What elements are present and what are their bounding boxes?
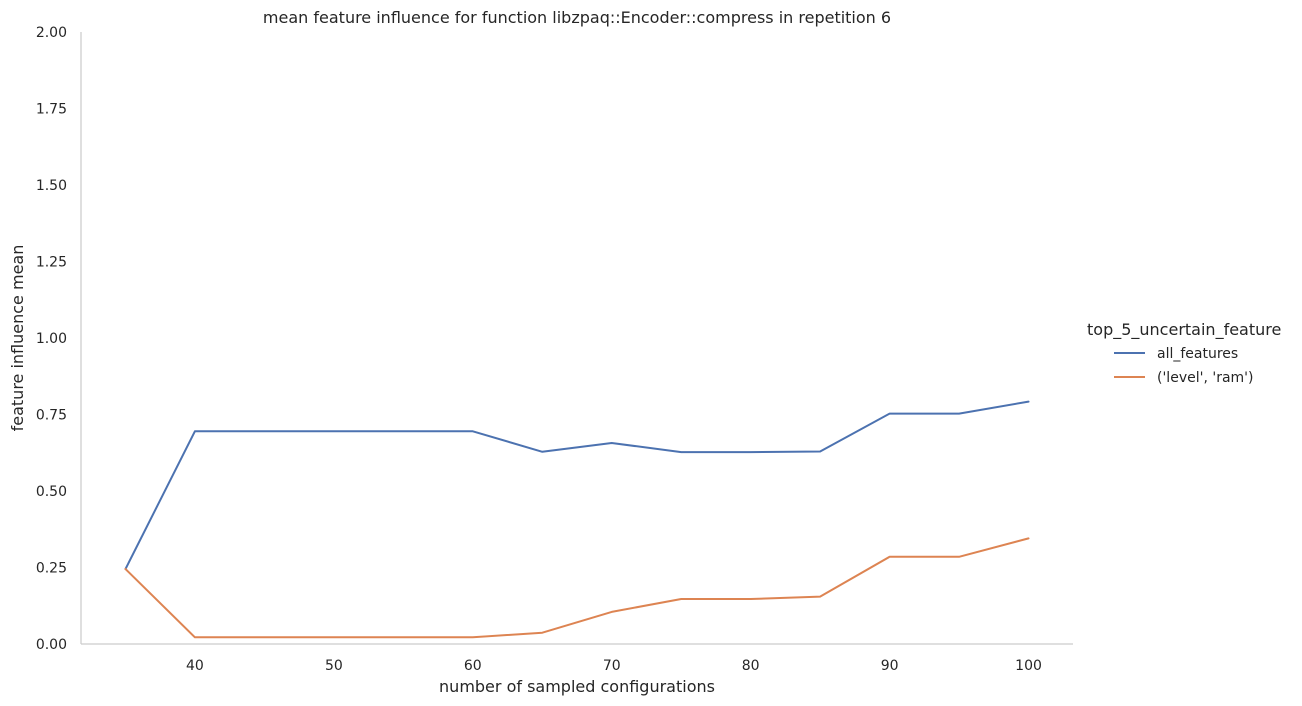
legend: top_5_uncertain_feature all_features ('le…	[1087, 320, 1281, 386]
chart-title: mean feature influence for function libz…	[263, 8, 891, 27]
x-tick-labels: 40 50 60 70 80 90 100	[186, 658, 1042, 674]
y-tick-labels: 0.00 0.25 0.50 0.75 1.00 1.25 1.50 1.75 2.00	[36, 25, 67, 653]
y-tick-label: 2.00	[36, 25, 67, 41]
x-tick-label: 40	[186, 658, 204, 674]
x-tick-label: 60	[464, 658, 482, 674]
y-tick-label: 0.50	[36, 484, 67, 500]
y-tick-label: 1.25	[36, 255, 67, 271]
plot-area: 0.00 0.25 0.50 0.75 1.00 1.25 1.50 1.75 2.00 40 5…	[36, 25, 1073, 674]
y-tick-label: 1.75	[36, 102, 67, 118]
series-line-1	[124, 537, 1030, 639]
y-tick-label: 1.50	[36, 178, 67, 194]
x-tick-label: 70	[603, 658, 621, 674]
y-tick-label: 1.00	[36, 331, 67, 347]
x-axis-label: number of sampled configurations	[439, 677, 715, 696]
legend-label: ('level', 'ram')	[1157, 370, 1253, 386]
y-tick-label: 0.75	[36, 408, 67, 424]
y-axis-label: feature influence mean	[8, 245, 27, 432]
series-lines	[124, 400, 1030, 639]
x-tick-label: 100	[1015, 658, 1042, 674]
x-tick-label: 50	[325, 658, 343, 674]
x-tick-label: 90	[881, 658, 899, 674]
y-tick-label: 0.25	[36, 561, 67, 577]
x-tick-label: 80	[742, 658, 760, 674]
legend-label: all_features	[1157, 346, 1238, 362]
y-tick-label: 0.00	[36, 637, 67, 653]
legend-items: all_features ('level', 'ram')	[1114, 346, 1253, 386]
series-line-0	[124, 400, 1030, 570]
legend-title: top_5_uncertain_feature	[1087, 320, 1281, 340]
